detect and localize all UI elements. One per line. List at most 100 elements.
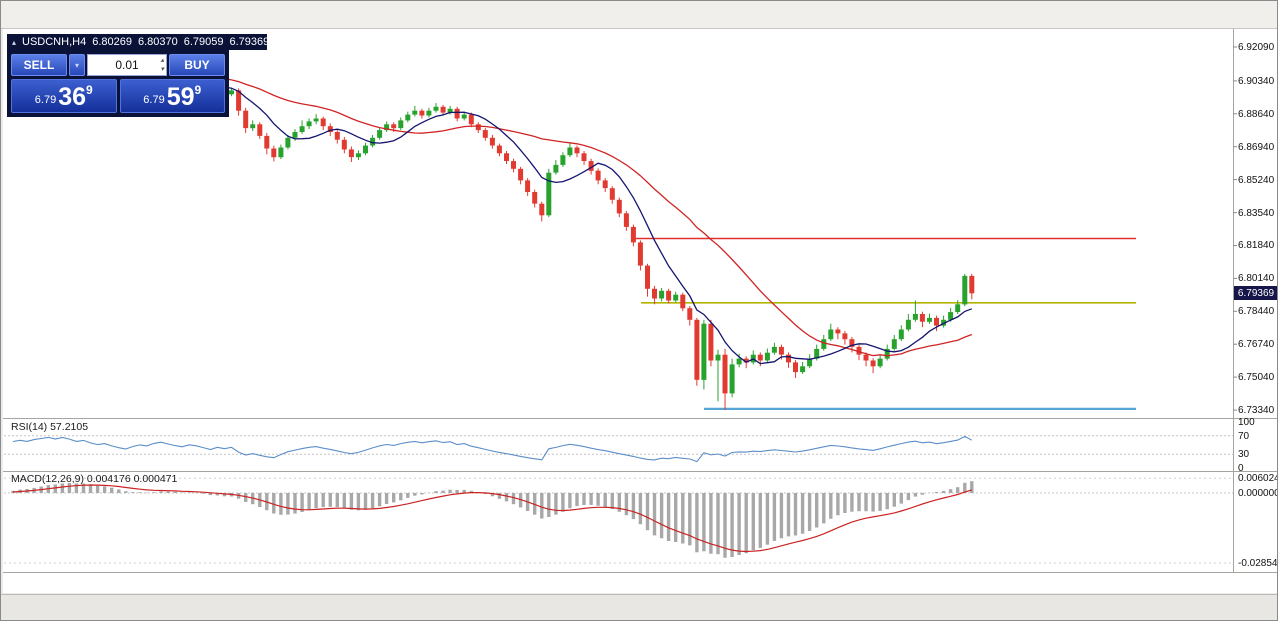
bear-candle — [511, 161, 516, 169]
bear-candle — [243, 110, 249, 129]
bear-candle — [475, 124, 481, 131]
bear-candle — [919, 314, 925, 322]
bear-candle — [630, 226, 636, 243]
bear-candle — [271, 148, 277, 158]
bull-candle — [461, 114, 467, 119]
bear-candle — [574, 147, 580, 154]
sell-dropdown-caret-icon[interactable]: ▾ — [69, 54, 85, 76]
bear-candle — [595, 170, 601, 181]
bear-candle — [616, 199, 622, 214]
bear-candle — [257, 124, 263, 136]
bull-candle — [821, 339, 827, 349]
bear-candle — [666, 290, 672, 301]
macd-axis-label: -0.028549 — [1238, 558, 1278, 569]
price-axis-label: 6.76740 — [1238, 339, 1275, 351]
macd-label: MACD(12,26,9) 0.004176 0.000471 — [11, 473, 178, 485]
bear-candle — [934, 317, 939, 326]
high-value: 6.80370 — [137, 36, 178, 48]
bull-candle — [948, 312, 954, 320]
bear-candle — [786, 354, 791, 363]
macd-axis-label: 0.006024 — [1238, 473, 1278, 485]
bear-candle — [496, 145, 502, 154]
bear-candle — [440, 106, 446, 113]
bear-candle — [588, 161, 594, 171]
bull-candle — [405, 114, 411, 121]
bull-candle — [884, 348, 890, 359]
rsi-axis-label: 70 — [1238, 430, 1250, 442]
macd-signal-line — [12, 484, 972, 553]
bear-candle — [489, 137, 495, 146]
bull-candle — [877, 358, 883, 367]
bear-candle — [849, 339, 855, 347]
price-axis-label: 6.86940 — [1238, 141, 1275, 153]
trade-widget-body: SELL ▾ 0.01 ▴ ▾ BUY 6.79 36 9 — [7, 50, 229, 117]
low-value: 6.79059 — [183, 36, 224, 48]
bear-candle — [687, 308, 693, 320]
buy-price-display[interactable]: 6.79 59 9 — [119, 79, 225, 113]
bull-candle — [673, 294, 679, 301]
volume-up-icon[interactable]: ▴ — [160, 57, 164, 64]
bid-point: 9 — [86, 83, 93, 97]
bull-candle — [912, 314, 918, 320]
bull-candle — [828, 329, 834, 340]
close-value: 6.79369 — [229, 36, 270, 48]
rsi-axis-label: 30 — [1238, 449, 1250, 461]
bear-candle — [842, 333, 848, 340]
volume-field[interactable]: 0.01 ▴ ▾ — [87, 54, 167, 76]
bull-candle — [905, 319, 911, 330]
bear-candle — [419, 110, 425, 116]
bear-candle — [694, 319, 700, 380]
bear-candle — [743, 358, 749, 363]
bear-candle — [623, 213, 629, 227]
bear-candle — [341, 139, 347, 150]
timeframe-toolbar — [1, 1, 1277, 29]
bear-candle — [856, 346, 862, 355]
sell-price-display[interactable]: 6.79 36 9 — [11, 79, 117, 113]
price-axis-label: 6.83540 — [1238, 207, 1275, 219]
bull-candle — [729, 364, 735, 394]
bear-candle — [757, 354, 763, 361]
bull-candle — [891, 339, 897, 349]
bull-candle — [384, 124, 390, 131]
sell-button[interactable]: SELL — [11, 54, 67, 76]
bear-candle — [835, 329, 841, 334]
bear-candle — [637, 242, 643, 266]
price-axis-label: 6.88640 — [1238, 108, 1275, 120]
bear-candle — [525, 180, 531, 192]
chart-info-bar: ▴ USDCNH,H4 6.80269 6.80370 6.79059 6.79… — [7, 34, 270, 50]
buy-button[interactable]: BUY — [169, 54, 225, 76]
bear-candle — [327, 126, 333, 132]
bull-candle — [553, 164, 559, 173]
bull-candle — [567, 147, 573, 156]
bull-candle — [292, 132, 298, 138]
bull-candle — [800, 366, 806, 373]
bull-candle — [941, 319, 947, 326]
price-axis-label: 6.85240 — [1238, 174, 1275, 186]
time-axis-background — [3, 572, 1277, 593]
bear-candle — [236, 90, 242, 111]
bull-candle — [426, 110, 432, 116]
panel-collapse-icon[interactable]: ▴ — [12, 37, 17, 47]
bear-candle — [708, 323, 714, 361]
chart-tab-bar — [1, 594, 1277, 620]
bear-candle — [518, 168, 524, 181]
ask-big-figure: 6.79 — [143, 94, 165, 106]
bear-candle — [468, 114, 474, 125]
volume-down-icon[interactable]: ▾ — [160, 66, 164, 73]
bear-candle — [264, 135, 270, 149]
price-axis-label: 6.75040 — [1238, 372, 1275, 384]
bear-candle — [482, 130, 488, 138]
bull-candle — [306, 121, 312, 127]
current-price-badge: 6.79369 — [1234, 286, 1277, 300]
bull-candle — [278, 147, 284, 158]
bull-candle — [814, 348, 820, 359]
current-price-value: 6.79369 — [1237, 287, 1275, 299]
bull-candle — [715, 354, 721, 361]
bear-candle — [532, 192, 538, 204]
bull-candle — [355, 153, 361, 158]
bull-candle — [412, 110, 418, 115]
open-value: 6.80269 — [92, 36, 132, 48]
bear-candle — [969, 275, 975, 294]
symbol-label: USDCNH,H4 — [22, 36, 87, 48]
